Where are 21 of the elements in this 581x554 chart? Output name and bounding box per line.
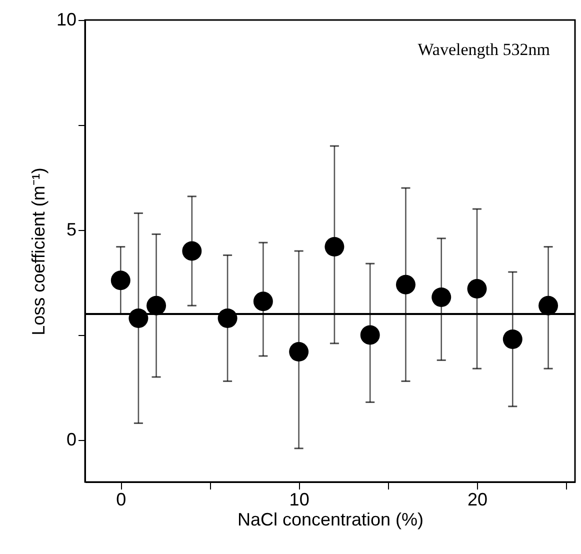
point (289, 342, 309, 362)
x-tick-label: 20 (467, 490, 488, 510)
point (432, 287, 452, 307)
point (146, 296, 166, 316)
x-tick-label: 10 (289, 490, 310, 510)
point (502, 329, 522, 349)
point (396, 274, 416, 294)
point (253, 292, 273, 312)
point (360, 325, 380, 345)
point (182, 241, 202, 261)
y-axis-title: Loss coefficient (m⁻¹) (28, 168, 48, 336)
y-tick-label: 10 (56, 10, 76, 30)
y-tick-label: 0 (66, 430, 76, 450)
point (538, 296, 558, 316)
x-axis-title: NaCl concentration (%) (237, 510, 424, 530)
point (110, 270, 130, 290)
x-tick-label: 0 (116, 490, 126, 510)
annotation: Wavelength 532nm (418, 40, 550, 59)
point (324, 237, 344, 257)
y-tick-label: 5 (66, 220, 76, 240)
point (467, 279, 487, 299)
